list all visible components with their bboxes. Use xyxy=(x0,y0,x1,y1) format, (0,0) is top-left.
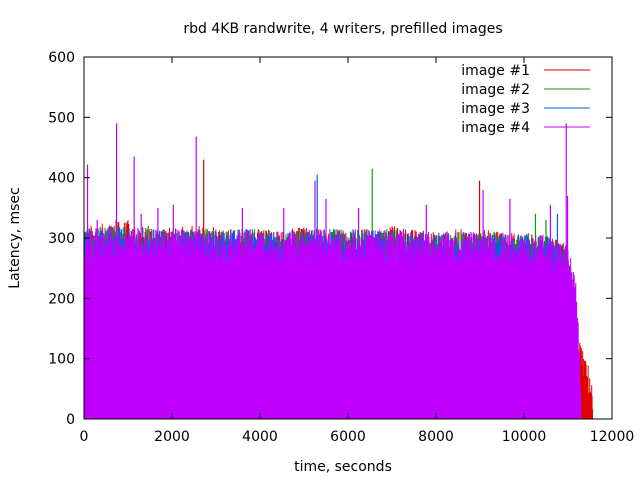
x-tick-label: 10000 xyxy=(502,429,547,445)
x-tick-label: 4000 xyxy=(242,429,278,445)
series-4-latency-trace xyxy=(84,226,582,419)
y-tick-label: 100 xyxy=(48,352,75,368)
x-tick-label: 12000 xyxy=(590,429,635,445)
legend-label-4: image #4 xyxy=(461,120,530,136)
y-tick-label: 400 xyxy=(48,171,75,187)
series-layer xyxy=(84,123,593,419)
x-tick-label: 0 xyxy=(80,429,89,445)
x-tick-label: 2000 xyxy=(154,429,190,445)
legend: image #1 image #2 image #3 image #4 xyxy=(461,63,590,136)
y-tick-label: 300 xyxy=(48,231,75,247)
y-tick-label: 500 xyxy=(48,110,75,126)
series-4 xyxy=(84,123,582,419)
x-tick-label: 8000 xyxy=(418,429,454,445)
legend-label-3: image #3 xyxy=(461,101,530,117)
chart-title: rbd 4KB randwrite, 4 writers, prefilled … xyxy=(183,21,502,37)
ticks-layer: 0 2000 4000 6000 8000 10000 12000 0 100 200 300 400… xyxy=(48,50,634,445)
y-tick-label: 200 xyxy=(48,291,75,307)
y-axis-label: Latency, msec xyxy=(7,187,23,288)
x-axis-label: time, seconds xyxy=(294,459,392,475)
x-tick-label: 6000 xyxy=(330,429,366,445)
y-tick-label: 0 xyxy=(66,412,75,428)
y-tick-label: 600 xyxy=(48,50,75,66)
legend-label-2: image #2 xyxy=(461,82,530,98)
legend-label-1: image #1 xyxy=(461,63,530,79)
